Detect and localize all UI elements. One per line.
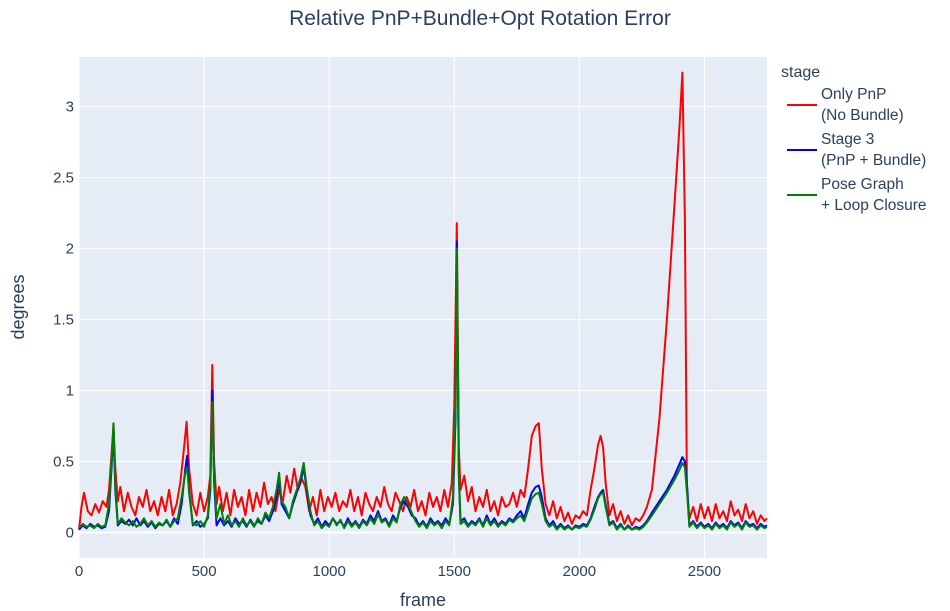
series-lines xyxy=(78,71,768,531)
y-tick-label: 1 xyxy=(66,383,74,400)
x-tick-label: 2500 xyxy=(688,563,721,580)
series-line xyxy=(78,247,768,531)
x-tick-label: 0 xyxy=(75,563,83,580)
y-axis-ticks: 0 0.5 1 1.5 2 2.5 3 xyxy=(53,99,74,542)
legend-label: (No Bundle) xyxy=(821,107,904,124)
series-line xyxy=(78,71,768,530)
x-axis-title: frame xyxy=(400,590,446,610)
y-tick-label: 3 xyxy=(66,99,74,116)
y-axis-title: degrees xyxy=(8,274,28,339)
legend-label: (PnP + Bundle) xyxy=(821,152,926,169)
y-tick-label: 2.5 xyxy=(53,170,74,187)
grid-lines xyxy=(78,57,767,558)
plot-area xyxy=(79,57,767,558)
legend-title: stage xyxy=(781,64,820,81)
x-tick-label: 2000 xyxy=(563,563,596,580)
legend-label: + Loop Closure xyxy=(821,197,927,214)
legend: stage Only PnP (No Bundle) Stage 3 (PnP + B… xyxy=(781,64,927,214)
y-tick-label: 0 xyxy=(66,524,74,541)
chart-title: Relative PnP+Bundle+Opt Rotation Error xyxy=(289,7,671,30)
y-tick-label: 2 xyxy=(66,241,74,258)
x-tick-label: 1000 xyxy=(312,563,345,580)
x-tick-label: 1500 xyxy=(438,563,471,580)
legend-items: Only PnP (No Bundle) Stage 3 (PnP + Bundle)… xyxy=(787,86,927,214)
legend-label: Pose Graph xyxy=(821,176,904,193)
y-tick-label: 0.5 xyxy=(53,453,74,470)
legend-label: Stage 3 xyxy=(821,131,874,148)
legend-label: Only PnP xyxy=(821,86,886,103)
y-tick-label: 1.5 xyxy=(53,312,74,329)
x-tick-label: 500 xyxy=(192,563,217,580)
x-axis-ticks: 0 500 1000 1500 2000 2500 xyxy=(75,563,721,580)
